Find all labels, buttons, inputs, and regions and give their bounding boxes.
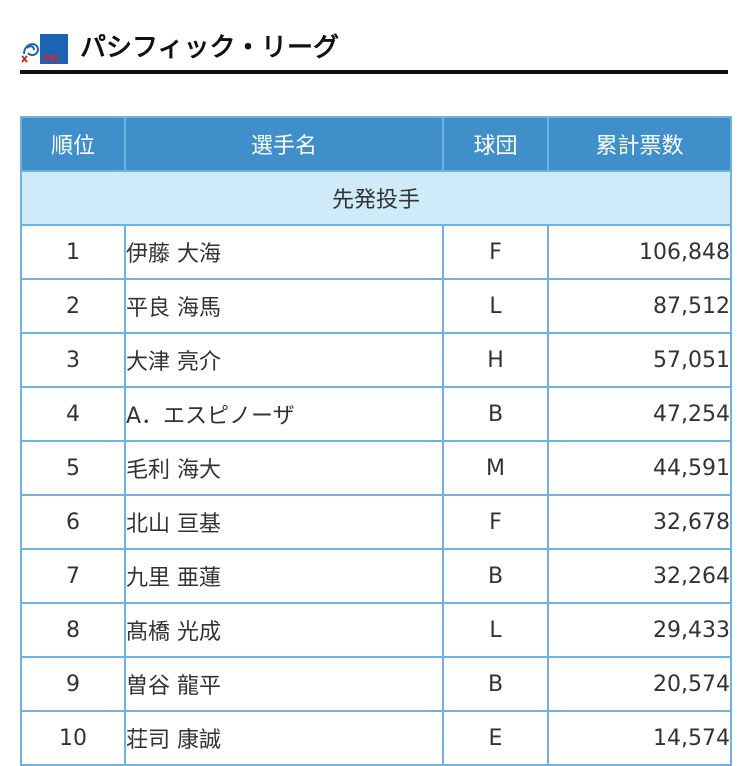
rank-cell: 6 — [20, 494, 126, 550]
column-header-team: 球団 — [442, 116, 549, 172]
rank-cell: 5 — [20, 440, 126, 496]
player-name-cell: 毛利 海大 — [124, 440, 444, 496]
player-name-cell: A．エスピノーザ — [124, 386, 444, 442]
votes-cell: 47,254 — [547, 386, 732, 442]
votes-cell: 87,512 — [547, 278, 732, 334]
table-row: 8 髙橋 光成 L 29,433 — [20, 602, 732, 658]
team-cell: L — [442, 602, 549, 658]
player-name-cell: 大津 亮介 — [124, 332, 444, 388]
votes-cell: 29,433 — [547, 602, 732, 658]
table-row: 10 荘司 康誠 E 14,574 — [20, 710, 732, 766]
rank-cell: 8 — [20, 602, 126, 658]
page-header: PBL パシフィック・リーグ — [20, 28, 728, 74]
votes-cell: 20,574 — [547, 656, 732, 712]
votes-cell: 57,051 — [547, 332, 732, 388]
player-name-cell: 九里 亜蓮 — [124, 548, 444, 604]
team-cell: F — [442, 494, 549, 550]
votes-cell: 106,848 — [547, 224, 732, 280]
player-name-cell: 髙橋 光成 — [124, 602, 444, 658]
table-row: 6 北山 亘基 F 32,678 — [20, 494, 732, 550]
ranking-table: 順位 選手名 球団 累計票数 先発投手 1 伊藤 大海 F 106,848 2 平良 海馬… — [20, 116, 732, 766]
votes-cell: 44,591 — [547, 440, 732, 496]
team-cell: B — [442, 656, 549, 712]
votes-cell: 14,574 — [547, 710, 732, 766]
page-title: パシフィック・リーグ — [80, 33, 339, 63]
player-name-cell: 曽谷 龍平 — [124, 656, 444, 712]
rank-cell: 4 — [20, 386, 126, 442]
table-row: 1 伊藤 大海 F 106,848 — [20, 224, 732, 280]
table-row: 9 曽谷 龍平 B 20,574 — [20, 656, 732, 712]
player-name-cell: 平良 海馬 — [124, 278, 444, 334]
team-cell: B — [442, 548, 549, 604]
team-cell: M — [442, 440, 549, 496]
section-row: 先発投手 — [20, 170, 732, 226]
table-header-row: 順位 選手名 球団 累計票数 — [20, 116, 732, 172]
team-cell: E — [442, 710, 549, 766]
table-row: 7 九里 亜蓮 B 32,264 — [20, 548, 732, 604]
player-name-cell: 荘司 康誠 — [124, 710, 444, 766]
column-header-votes: 累計票数 — [547, 116, 732, 172]
rank-cell: 9 — [20, 656, 126, 712]
section-label: 先発投手 — [20, 170, 732, 226]
table-row: 4 A．エスピノーザ B 47,254 — [20, 386, 732, 442]
team-cell: B — [442, 386, 549, 442]
team-cell: L — [442, 278, 549, 334]
table-row: 3 大津 亮介 H 57,051 — [20, 332, 732, 388]
team-cell: H — [442, 332, 549, 388]
pacific-league-logo-icon: PBL — [20, 34, 68, 64]
rank-cell: 10 — [20, 710, 126, 766]
column-header-player: 選手名 — [124, 116, 444, 172]
rank-cell: 1 — [20, 224, 126, 280]
team-cell: F — [442, 224, 549, 280]
player-name-cell: 北山 亘基 — [124, 494, 444, 550]
logo-text: PBL — [43, 54, 60, 63]
rank-cell: 2 — [20, 278, 126, 334]
column-header-rank: 順位 — [20, 116, 126, 172]
player-name-cell: 伊藤 大海 — [124, 224, 444, 280]
table-row: 2 平良 海馬 L 87,512 — [20, 278, 732, 334]
votes-cell: 32,678 — [547, 494, 732, 550]
votes-cell: 32,264 — [547, 548, 732, 604]
rank-cell: 7 — [20, 548, 126, 604]
rank-cell: 3 — [20, 332, 126, 388]
table-row: 5 毛利 海大 M 44,591 — [20, 440, 732, 496]
